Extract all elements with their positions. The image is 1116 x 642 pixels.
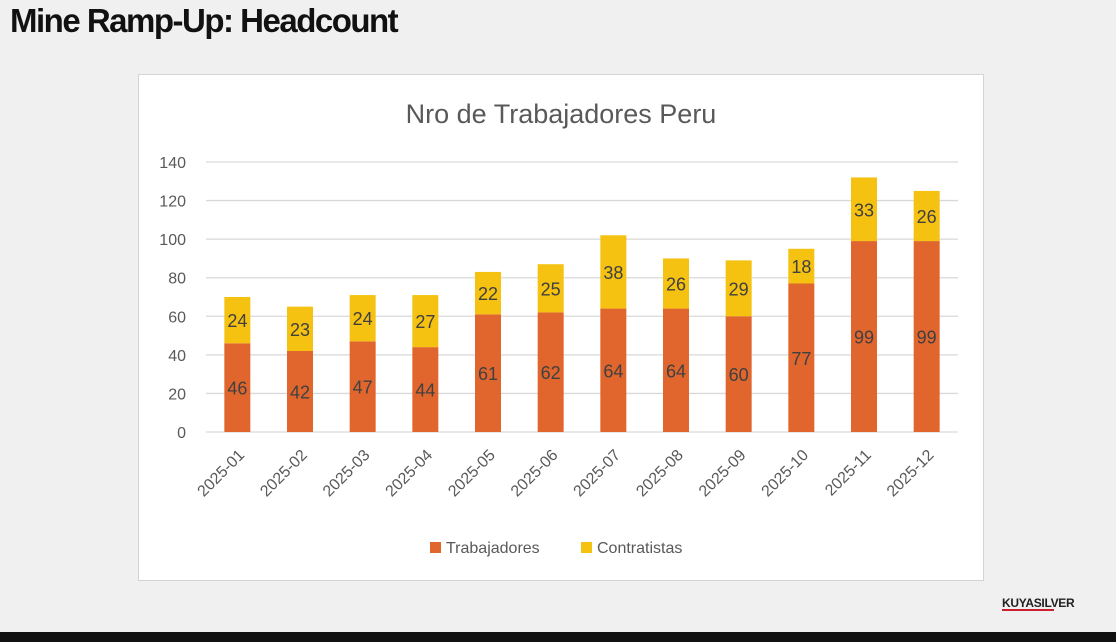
bar-trabajadores-2025-03 [349,341,376,432]
y-tick-label: 0 [177,425,186,442]
bars [224,177,940,432]
x-tick-label: 2025-05 [445,447,499,501]
data-label: 60 [729,365,749,385]
x-tick-label: 2025-03 [320,447,374,501]
chart-svg: Nro de Trabajadores Peru 0 20 40 60 80 100 120… [159,99,958,557]
y-tick-label: 20 [168,386,186,403]
data-label: 18 [791,257,811,277]
y-tick-label: 120 [159,194,186,211]
x-tick-label: 2025-10 [759,447,813,501]
bar-contratistas-2025-06 [537,264,564,313]
data-label: 29 [729,279,749,299]
brand-logo: KUYASILVER [1002,596,1075,610]
bar-trabajadores-2025-01 [224,343,251,432]
bar-trabajadores-2025-09 [725,316,752,432]
data-label: 42 [290,383,310,403]
data-label: 23 [290,320,310,340]
data-label: 27 [415,312,435,332]
bar-contratistas-2025-09 [725,260,752,317]
x-tick-label: 2025-09 [696,447,750,501]
chart-title: Nro de Trabajadores Peru [406,99,717,129]
brand-logo-underline [1002,609,1054,611]
bar-contratistas-2025-03 [349,295,376,342]
bar-contratistas-2025-08 [663,258,689,309]
bottom-bar [0,632,1116,642]
data-label: 38 [603,263,623,283]
bar-contratistas-2025-04 [412,295,439,348]
data-label: 99 [917,328,937,348]
bar-trabajadores-2025-10 [788,283,815,432]
data-label: 99 [854,328,874,348]
data-label: 61 [478,364,498,384]
x-axis-ticks: 2025-01 2025-02 2025-03 2025-04 2025-05 2025-… [195,447,938,501]
bar-trabajadores-2025-08 [663,308,689,432]
data-label: 24 [227,311,247,331]
bar-trabajadores-2025-11 [851,241,877,432]
bar-trabajadores-2025-02 [287,351,313,432]
legend: Trabajadores Contratistas [430,540,682,557]
x-tick-label: 2025-06 [508,447,562,501]
data-labels: 46 24 42 23 47 24 44 27 61 22 62 25 64 38 64 26 60 29 77 18… [227,200,936,402]
bar-trabajadores-2025-06 [537,312,564,432]
x-tick-label: 2025-01 [195,447,249,501]
bar-contratistas-2025-07 [600,235,627,309]
y-tick-label: 100 [159,232,186,249]
bar-contratistas-2025-02 [287,306,313,351]
y-axis-ticks: 0 20 40 60 80 100 120 140 [159,155,186,442]
data-label: 26 [666,275,686,295]
bar-trabajadores-2025-05 [475,314,501,432]
bar-contratistas-2025-10 [788,248,815,284]
data-label: 77 [791,349,811,369]
x-tick-label: 2025-11 [822,447,875,500]
data-label: 44 [415,381,435,401]
bar-contratistas-2025-11 [851,177,877,242]
bar-contratistas-2025-05 [475,271,501,315]
chart-card: Nro de Trabajadores Peru 0 20 40 60 80 100 120… [138,74,984,581]
data-label: 26 [917,207,937,227]
data-label: 64 [603,361,623,381]
bar-contratistas-2025-12 [913,190,940,242]
x-tick-label: 2025-12 [884,447,938,501]
data-label: 24 [353,309,373,329]
legend-label: Contratistas [597,540,682,557]
gridlines [206,161,958,433]
x-tick-label: 2025-04 [383,447,437,501]
data-label: 62 [541,363,561,383]
y-tick-label: 140 [159,155,186,172]
x-tick-label: 2025-08 [633,447,687,501]
data-label: 33 [854,200,874,220]
legend-swatch-contratistas [581,542,592,553]
bar-trabajadores-2025-04 [412,347,439,432]
data-label: 47 [353,378,373,398]
x-tick-label: 2025-07 [571,447,625,501]
x-tick-label: 2025-02 [257,447,311,501]
bar-trabajadores-2025-12 [913,241,940,432]
y-tick-label: 60 [168,309,186,326]
legend-swatch-trabajadores [430,542,441,553]
data-label: 25 [541,279,561,299]
bar-trabajadores-2025-07 [600,308,627,432]
data-label: 46 [227,379,247,399]
slide-title: Mine Ramp-Up: Headcount [10,2,399,39]
y-tick-label: 40 [168,348,186,365]
bar-contratistas-2025-01 [224,297,251,344]
data-label: 22 [478,284,498,304]
data-label: 64 [666,361,686,381]
y-tick-label: 80 [168,271,186,288]
legend-label: Trabajadores [446,540,540,557]
